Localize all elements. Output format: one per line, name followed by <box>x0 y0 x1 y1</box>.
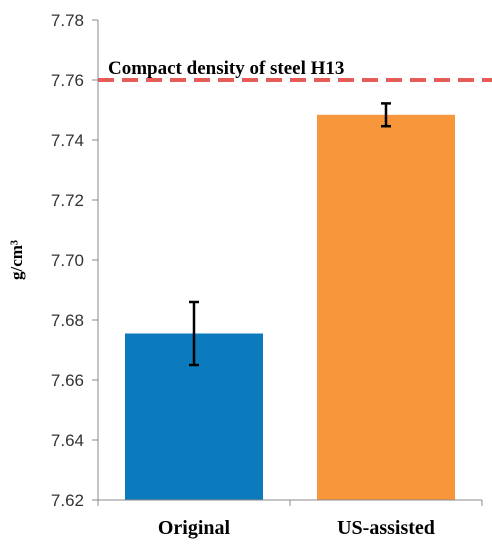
y-tick-label: 7.72 <box>51 191 84 210</box>
y-axis-title: g/cm³ <box>7 240 26 280</box>
x-axis <box>97 499 483 506</box>
y-tick-label: 7.78 <box>51 11 84 30</box>
category-labels: Original US-assisted <box>158 517 435 539</box>
y-tick-label: 7.68 <box>51 311 84 330</box>
reference-line-group: Compact density of steel H13 <box>98 58 492 82</box>
y-axis <box>92 19 99 501</box>
reference-line-label: Compact density of steel H13 <box>108 58 344 79</box>
bar <box>317 114 455 501</box>
y-tick-label: 7.66 <box>51 371 84 390</box>
y-tick-label: 7.76 <box>51 71 84 90</box>
y-tick-label: 7.70 <box>51 251 84 270</box>
y-tick-labels: 7.62 7.64 7.66 7.68 7.70 7.72 7.74 7.76 7.78 <box>51 11 84 510</box>
y-tick-label: 7.74 <box>51 131 84 150</box>
error-bars <box>189 102 391 367</box>
category-label: US-assisted <box>337 517 435 539</box>
y-tick-label: 7.62 <box>51 491 84 510</box>
bars <box>125 114 455 501</box>
category-label: Original <box>158 517 231 539</box>
y-tick-label: 7.64 <box>51 431 84 450</box>
